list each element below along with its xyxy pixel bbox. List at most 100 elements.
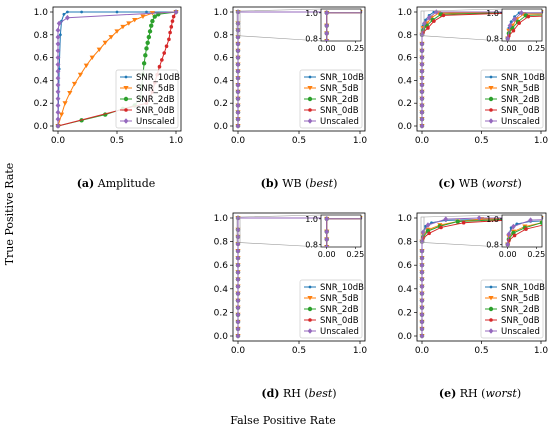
data-point	[58, 33, 62, 37]
legend-swatch-marker	[307, 86, 313, 91]
data-point	[419, 68, 425, 75]
inset-data-point	[505, 241, 511, 247]
data-point	[235, 95, 241, 102]
legend-swatch-marker	[488, 306, 494, 312]
panels: 0.0 0.5 1.00.00.20.40.60.81.0SNR_10dBSNR_5…	[34, 6, 548, 400]
inset-d: 0.00 0.25 0.8 1.0	[236, 214, 364, 349]
legend-label: SNR_10dB	[320, 283, 364, 293]
data-point	[147, 29, 153, 34]
ytick-label: 0.2	[214, 308, 228, 318]
inset-data-point	[324, 345, 329, 349]
data-point	[419, 82, 425, 88]
inset-data-point	[505, 260, 510, 264]
caption-letter: (c)	[438, 177, 455, 190]
data-point	[55, 68, 61, 75]
caption-a: (a) Amplitude	[77, 177, 156, 190]
xtick-label: 0.0	[231, 346, 246, 356]
data-point	[144, 46, 149, 51]
inset-data-point	[324, 236, 330, 243]
data-point	[83, 63, 89, 68]
inset-data-point	[325, 62, 329, 66]
ytick-label: 0.4	[214, 285, 229, 295]
data-point	[235, 326, 241, 332]
caption-italic: worst	[485, 387, 517, 400]
inset-data-point	[324, 267, 329, 273]
zoom-connector	[423, 214, 503, 218]
legend-label: SNR_5dB	[320, 84, 359, 94]
inset-xtick-label: 0.00	[499, 44, 517, 53]
inset-data-point	[325, 132, 328, 135]
data-point	[419, 276, 425, 283]
data-point	[55, 27, 61, 34]
data-point	[132, 17, 138, 23]
legend-label: SNR_0dB	[501, 106, 540, 116]
inset-plot	[324, 10, 361, 135]
inset-data-point	[506, 276, 510, 280]
xtick-label: 0.5	[474, 346, 488, 356]
series-Unscaled	[419, 215, 544, 339]
inset-data-point	[325, 276, 329, 280]
ytick-label: 0.8	[214, 238, 229, 248]
data-point	[419, 102, 425, 109]
data-point	[439, 225, 443, 230]
inset-data-point	[506, 62, 510, 66]
ytick-label: 0.2	[398, 308, 412, 318]
ytick-label: 0.0	[398, 332, 413, 342]
inset-data-point	[325, 261, 328, 264]
inset-data-point	[506, 345, 510, 349]
legend-swatch-marker	[307, 96, 313, 102]
data-point	[114, 29, 120, 34]
legend-swatch-marker	[488, 118, 494, 124]
data-point	[145, 40, 150, 45]
legend-box	[299, 69, 363, 129]
data-point	[235, 47, 241, 54]
data-point	[419, 290, 425, 297]
ytick-label: 0.2	[34, 99, 48, 109]
data-point	[419, 326, 425, 332]
data-point	[55, 41, 61, 47]
legend-label: SNR_10dB	[136, 73, 180, 83]
data-point	[419, 109, 425, 116]
data-point	[235, 319, 241, 325]
data-point	[235, 41, 241, 47]
data-point	[167, 37, 171, 42]
legend-label: SNR_2dB	[501, 95, 540, 105]
legend-label: SNR_5dB	[501, 294, 540, 304]
legend-swatch-marker	[488, 96, 494, 102]
legend-swatch-marker	[124, 75, 128, 79]
inset-data-point	[505, 54, 510, 60]
data-point	[152, 14, 157, 19]
inset-data-point	[506, 54, 510, 58]
data-point	[235, 262, 241, 268]
data-point	[168, 30, 172, 35]
caption-b: (b) WB (best)	[261, 177, 338, 190]
inset-plot	[505, 217, 542, 349]
caption-letter: (d)	[261, 387, 279, 400]
ytick-label: 0.6	[214, 54, 229, 64]
inset-data-point	[505, 139, 510, 143]
xtick-label: 0.0	[415, 136, 430, 146]
data-point	[170, 19, 175, 23]
inset-xtick-label: 0.00	[318, 44, 336, 53]
inset-data-point	[324, 260, 329, 264]
inset-data-point	[511, 223, 516, 230]
data-point	[160, 58, 164, 62]
data-point	[62, 101, 68, 106]
inset-data-point	[324, 62, 329, 66]
inset-ytick-label: 0.8	[486, 34, 499, 43]
caption-text: Amplitude	[94, 177, 155, 190]
caption-close: )	[517, 177, 521, 190]
data-point	[146, 34, 152, 40]
data-point	[56, 20, 62, 27]
data-point	[55, 95, 61, 102]
inset-ytick-label: 1.0	[486, 9, 499, 18]
data-point	[235, 82, 241, 88]
figure-ylabel: True Positive Rate	[3, 163, 16, 266]
legend-label: SNR_2dB	[136, 95, 175, 105]
inset-ytick-label: 0.8	[305, 240, 318, 249]
data-point	[441, 13, 446, 18]
legend-label: SNR_5dB	[501, 84, 540, 94]
